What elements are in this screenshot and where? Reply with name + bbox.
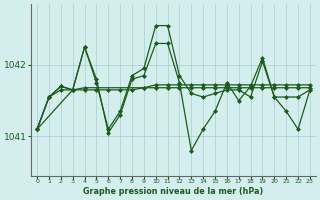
X-axis label: Graphe pression niveau de la mer (hPa): Graphe pression niveau de la mer (hPa) (84, 187, 264, 196)
